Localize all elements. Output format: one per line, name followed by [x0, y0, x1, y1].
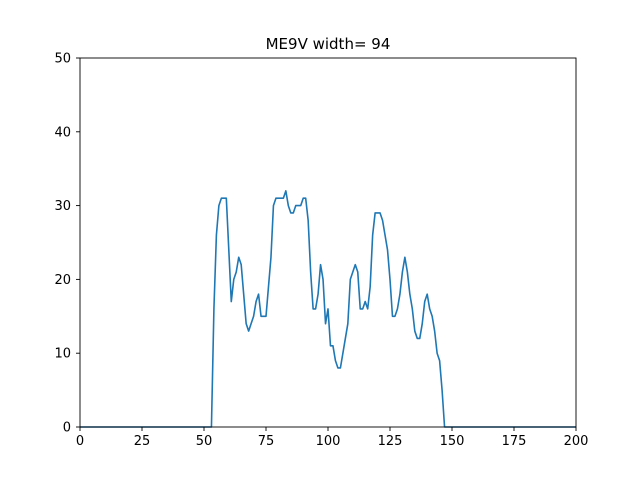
- x-tick-label: 125: [378, 434, 403, 449]
- y-tick-label: 20: [54, 273, 71, 288]
- x-tick-label: 25: [134, 434, 151, 449]
- y-tick-label: 0: [63, 421, 71, 436]
- y-tick-label: 10: [54, 347, 71, 362]
- x-tick-label: 100: [316, 434, 341, 449]
- plot-area: [79, 57, 577, 428]
- y-tick-label: 40: [54, 125, 71, 140]
- y-axis: 0 10 20 30 40 50: [54, 52, 80, 436]
- x-tick-label: 0: [76, 434, 84, 449]
- x-tick-label: 50: [196, 434, 213, 449]
- x-axis: 0 25 50 75 100 125 150 175 200: [76, 427, 589, 449]
- x-tick-label: 175: [502, 434, 527, 449]
- x-tick-label: 200: [564, 434, 589, 449]
- y-tick-label: 30: [54, 199, 71, 214]
- chart-title: ME9V width= 94: [266, 35, 391, 53]
- series-line: [80, 190, 576, 428]
- y-tick-label: 50: [54, 52, 71, 67]
- x-tick-label: 75: [258, 434, 275, 449]
- x-tick-label: 150: [440, 434, 465, 449]
- axes-frame: [79, 57, 577, 428]
